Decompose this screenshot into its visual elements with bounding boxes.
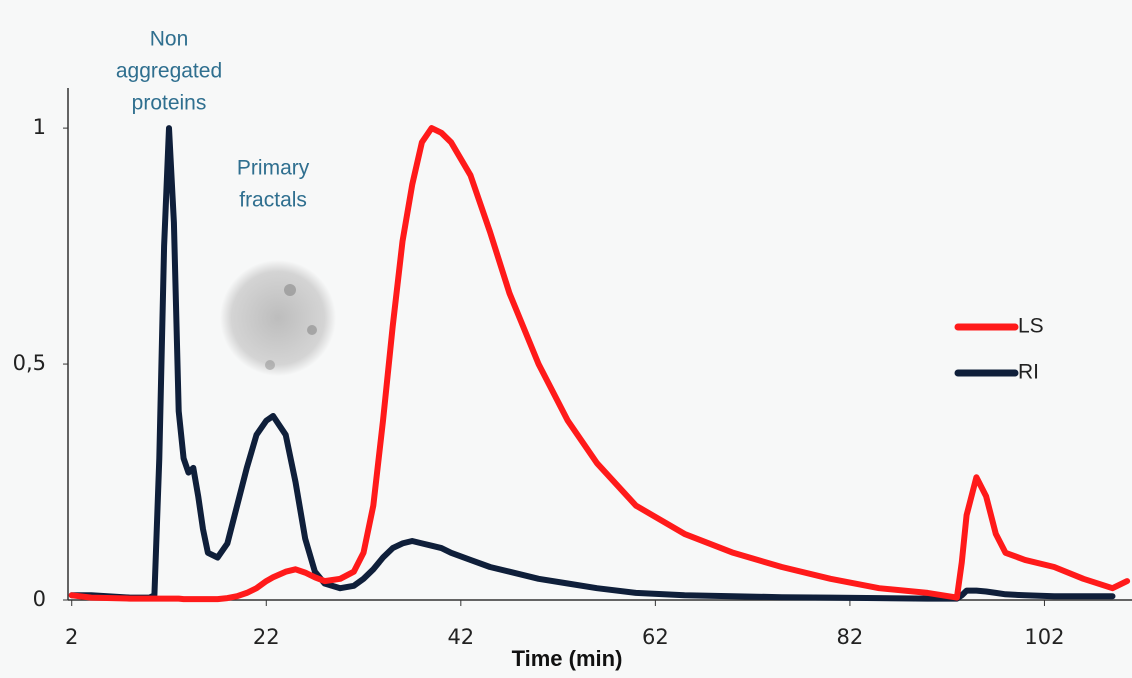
annotation-line: fractals: [239, 188, 307, 211]
x-axis-label: Time (min): [512, 646, 623, 671]
micrograph-spot: [307, 325, 317, 335]
micrograph-spot: [284, 284, 296, 296]
x-tick-label: 102: [1024, 625, 1064, 649]
chart: Time (min) 00,51222426282102LSRINonaggre…: [0, 0, 1132, 678]
annotation-line: proteins: [132, 91, 207, 114]
x-tick-label: 2: [65, 625, 78, 649]
annotation-line: Non: [150, 27, 189, 50]
y-tick-label: 0,5: [13, 351, 46, 375]
legend-label: LS: [1018, 315, 1044, 338]
annotation-line: Primary: [237, 156, 310, 179]
y-tick-label: 0: [33, 587, 46, 611]
legend-label: RI: [1018, 361, 1039, 384]
page: Time (min) 00,51222426282102LSRINonaggre…: [0, 0, 1132, 678]
micrograph-spot: [265, 360, 275, 370]
micrograph: [220, 260, 336, 376]
x-tick-label: 22: [253, 625, 280, 649]
x-tick-label: 42: [447, 625, 474, 649]
y-tick-label: 1: [33, 115, 46, 139]
annotation-line: aggregated: [116, 59, 222, 82]
x-tick-label: 82: [837, 625, 864, 649]
x-tick-label: 62: [642, 625, 669, 649]
